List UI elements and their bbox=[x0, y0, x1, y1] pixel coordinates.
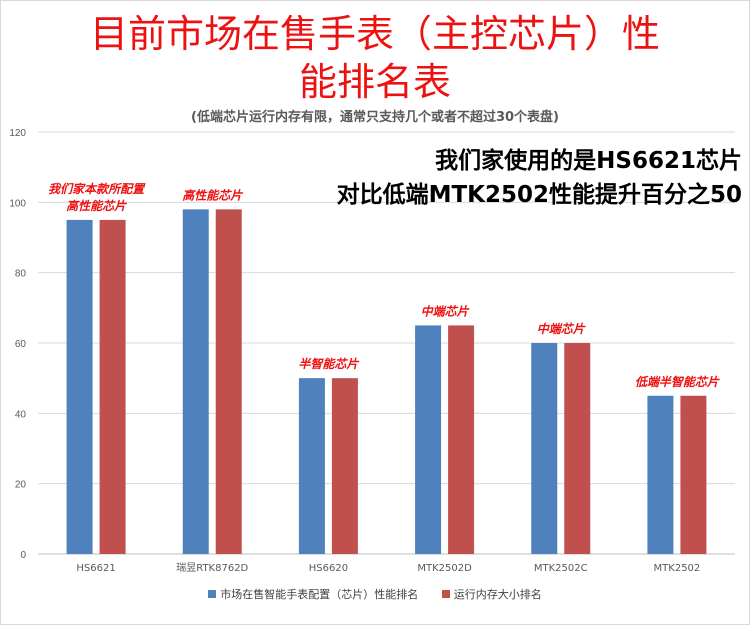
y-tick-label: 100 bbox=[9, 198, 26, 209]
bar-series-2 bbox=[215, 209, 242, 554]
y-tick-label: 60 bbox=[15, 339, 27, 350]
bar-series-1 bbox=[182, 209, 209, 554]
x-tick-label: MTK2502C bbox=[534, 563, 588, 574]
legend-item-series-2: 运行内存大小排名 bbox=[441, 586, 542, 602]
bar-annotation: 高性能芯片 bbox=[66, 199, 127, 213]
y-tick-label: 20 bbox=[15, 480, 27, 491]
y-tick-label: 40 bbox=[15, 409, 27, 420]
callout-line-2: 对比低端MTK2502性能提升百分之50 bbox=[336, 182, 742, 208]
chart-title-line-1: 目前市场在售手表（主控芯片）性 bbox=[89, 12, 660, 56]
bar-annotation: 低端半智能芯片 bbox=[635, 375, 720, 389]
bar-series-1 bbox=[298, 378, 325, 554]
bar-annotation: 中端芯片 bbox=[421, 304, 470, 318]
bar-series-1 bbox=[531, 343, 558, 554]
bar-series-1 bbox=[66, 219, 93, 554]
y-tick-label: 80 bbox=[15, 269, 27, 280]
bar-series-2 bbox=[448, 325, 475, 554]
x-tick-label: 瑞昱RTK8762D bbox=[176, 562, 248, 574]
chart-title-line-2: 能排名表 bbox=[298, 60, 451, 104]
legend-swatch-series-2 bbox=[441, 590, 450, 598]
chart-legend: 市场在售智能手表配置（芯片）性能排名 运行内存大小排名 bbox=[0, 586, 750, 602]
callout-line-1: 我们家使用的是HS6621芯片 bbox=[435, 148, 742, 174]
legend-swatch-series-1 bbox=[208, 590, 217, 598]
x-tick-label: HS6620 bbox=[309, 563, 348, 574]
x-tick-label: MTK2502D bbox=[417, 563, 472, 574]
bar-series-2 bbox=[99, 219, 126, 554]
bar-series-2 bbox=[331, 378, 358, 554]
bar-annotation: 我们家本款所配置 bbox=[48, 182, 146, 196]
legend-label-series-1: 市场在售智能手表配置（芯片）性能排名 bbox=[220, 588, 419, 601]
bar-series-2 bbox=[680, 395, 707, 554]
legend-item-series-1: 市场在售智能手表配置（芯片）性能排名 bbox=[208, 586, 418, 602]
y-tick-label: 0 bbox=[20, 550, 26, 561]
bar-annotation: 中端芯片 bbox=[537, 322, 586, 336]
chart-subtitle: (低端芯片运行内存有限，通常只支持几个或者不超过30个表盘) bbox=[191, 110, 559, 125]
x-tick-label: MTK2502 bbox=[654, 563, 701, 574]
bar-series-1 bbox=[647, 395, 674, 554]
legend-label-series-2: 运行内存大小排名 bbox=[453, 588, 542, 601]
bar-series-2 bbox=[564, 343, 591, 554]
y-tick-label: 120 bbox=[9, 128, 26, 139]
bar-annotation: 高性能芯片 bbox=[182, 188, 243, 202]
x-tick-label: HS6621 bbox=[76, 563, 115, 574]
bar-annotation: 半智能芯片 bbox=[298, 357, 359, 371]
bar-series-1 bbox=[415, 325, 442, 554]
